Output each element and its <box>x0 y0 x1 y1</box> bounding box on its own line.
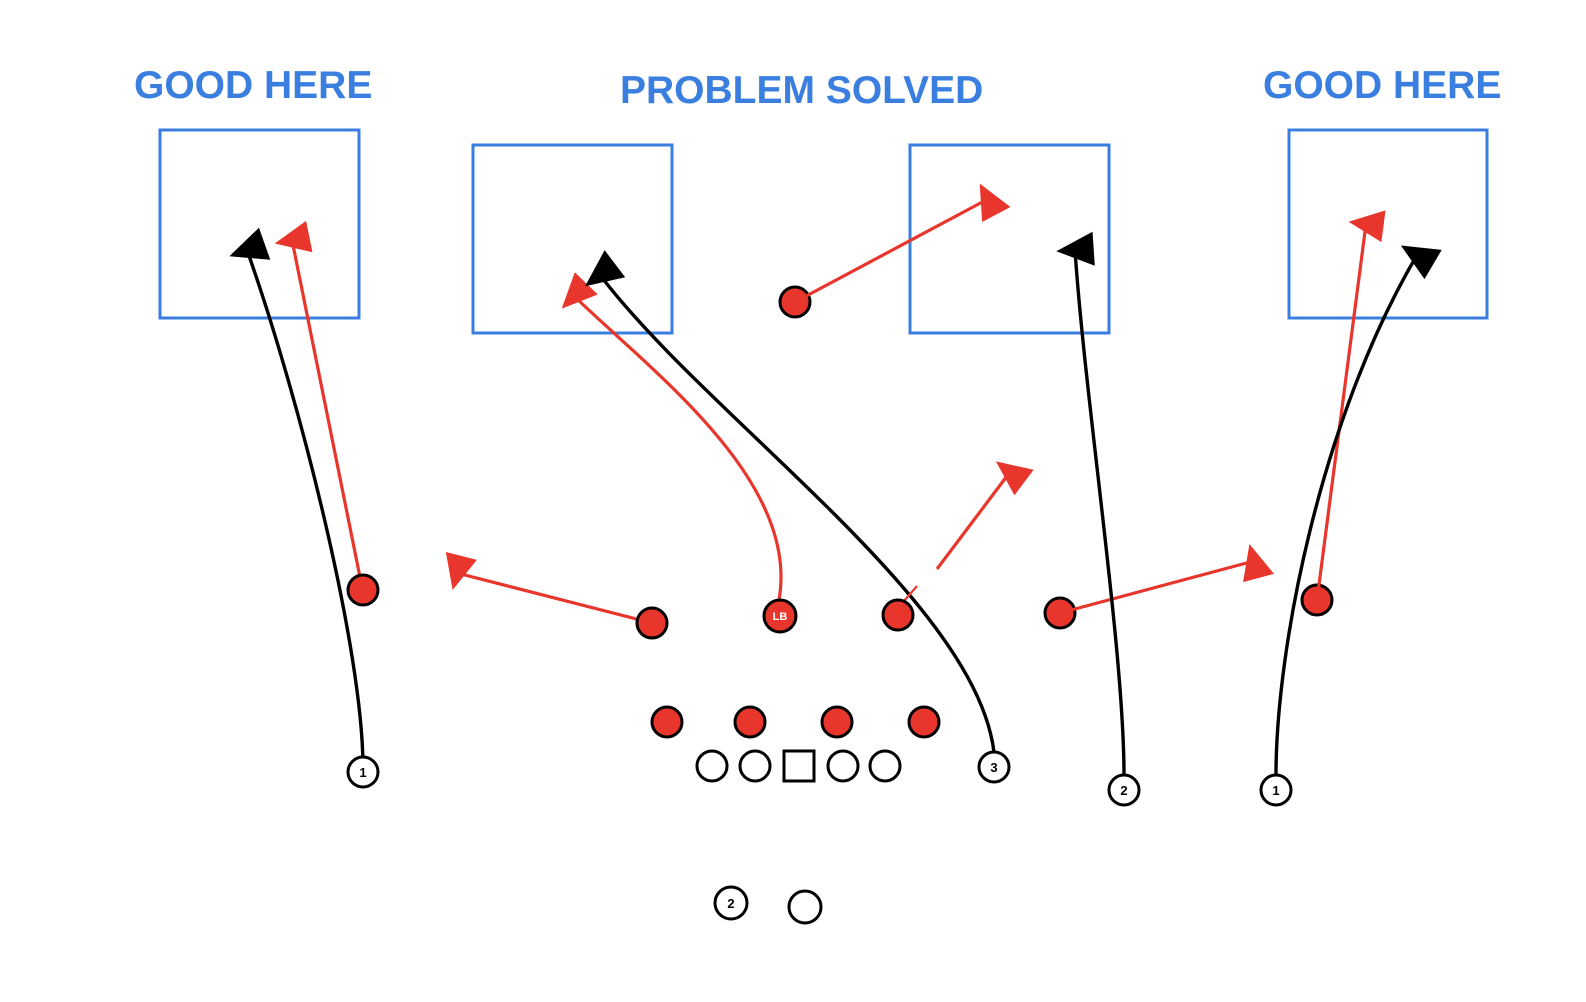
svg-text:2: 2 <box>727 896 734 911</box>
svg-text:1: 1 <box>1272 783 1279 798</box>
svg-text:2: 2 <box>1120 783 1127 798</box>
svg-text:3: 3 <box>990 760 997 775</box>
svg-text:1: 1 <box>359 765 366 780</box>
svg-text:LB: LB <box>773 611 788 623</box>
